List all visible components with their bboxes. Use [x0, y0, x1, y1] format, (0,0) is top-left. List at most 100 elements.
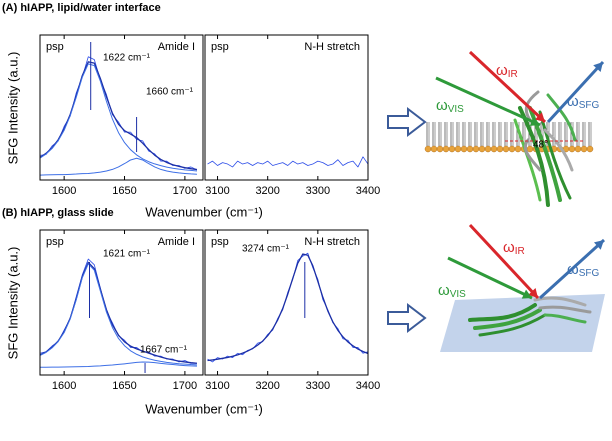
x-tick-label: 3300: [306, 380, 330, 392]
lipid-head: [442, 145, 450, 153]
x-tick-label: 3100: [205, 380, 229, 392]
lipid-head: [484, 145, 492, 153]
lipid-head: [478, 145, 486, 153]
x-axis-title: Wavenumber (cm⁻¹): [145, 401, 263, 416]
beam-arrowhead: [528, 288, 538, 298]
arrow: [387, 302, 427, 334]
beam: [468, 223, 540, 300]
lipid-head: [580, 145, 588, 153]
lipid-head: [514, 145, 522, 153]
x-tick-label: 3200: [255, 185, 279, 197]
beam-symbol: ω: [496, 62, 508, 79]
peak-label: 1660 cm⁻¹: [146, 87, 194, 98]
x-tick-label: 1650: [112, 380, 136, 392]
corner-label: psp: [211, 236, 229, 248]
beam-symbol: ω: [436, 97, 448, 114]
spectrum-line: [39, 263, 197, 366]
x-axis-title: Wavenumber (cm⁻¹): [145, 204, 263, 219]
arrow: [387, 106, 427, 138]
beam-label: ωIR: [496, 62, 518, 80]
corner-label: Amide I: [158, 41, 195, 53]
beam-subscript: SFG: [579, 268, 600, 279]
beam: [546, 60, 605, 124]
corner-label: psp: [46, 236, 64, 248]
beam-label: ωVIS: [438, 282, 466, 300]
spectrum-line: [207, 156, 369, 168]
x-tick-label: 3400: [356, 185, 380, 197]
beam-label: ωVIS: [436, 97, 464, 115]
angle-label: 48°: [533, 140, 548, 151]
plot-frame: [39, 34, 204, 181]
beam-subscript: IR: [508, 69, 518, 80]
beam-symbol: ω: [567, 261, 579, 278]
beam-arrowhead: [529, 116, 540, 126]
beam-symbol: ω: [567, 93, 579, 110]
peak-label: 3274 cm⁻¹: [242, 244, 290, 255]
lipid-head: [568, 145, 576, 153]
peak-label: 1622 cm⁻¹: [103, 53, 151, 64]
beam-subscript: VIS: [448, 104, 464, 115]
lipid-head: [472, 145, 480, 153]
x-tick-label: 3300: [306, 185, 330, 197]
lipid-head: [586, 145, 594, 153]
lipid-head: [496, 145, 504, 153]
panel-label: (A) hIAPP, lipid/water interface: [2, 2, 161, 14]
y-axis-title: SFG Intensity (a.u.): [5, 52, 20, 165]
x-tick-label: 1600: [52, 185, 76, 197]
spectrum-line: [39, 157, 197, 176]
corner-label: psp: [46, 41, 64, 53]
beam-arrowhead: [521, 289, 532, 299]
x-tick-label: 1600: [52, 380, 76, 392]
beam-subscript: SFG: [579, 100, 600, 111]
y-axis-title: SFG Intensity (a.u.): [5, 247, 20, 360]
beam-subscript: VIS: [450, 289, 466, 300]
corner-label: N-H stretch: [304, 41, 360, 53]
beam: [435, 76, 541, 127]
corner-label: N-H stretch: [304, 236, 360, 248]
lipid-head: [430, 145, 438, 153]
beam-label: ωSFG: [567, 261, 599, 279]
plot-frame: [39, 229, 204, 376]
spectrum-line: [39, 61, 198, 171]
beam: [468, 50, 547, 124]
corner-label: Amide I: [158, 236, 195, 248]
plot-frame: [204, 229, 369, 376]
peak-label: 1667 cm⁻¹: [140, 345, 188, 356]
x-tick-label: 1700: [173, 380, 197, 392]
spectrum-line: [40, 361, 197, 368]
corner-label: psp: [211, 41, 229, 53]
beam-symbol: ω: [503, 239, 515, 256]
lipid-head: [466, 145, 474, 153]
spectrum-line: [207, 253, 369, 362]
beam-arrowhead: [535, 112, 545, 122]
lipid-head: [436, 145, 444, 153]
beam-arrowhead: [593, 62, 603, 73]
lipid-head: [574, 145, 582, 153]
x-tick-label: 3400: [356, 380, 380, 392]
lipid-head: [508, 145, 516, 153]
lipid-head: [490, 145, 498, 153]
x-tick-label: 3100: [205, 185, 229, 197]
protein: [468, 296, 592, 337]
beam: [538, 238, 606, 300]
lipid-head: [424, 145, 432, 153]
lipid-head: [454, 145, 462, 153]
x-tick-label: 1650: [112, 185, 136, 197]
beam-label: ωIR: [503, 239, 525, 257]
lipid-head: [448, 145, 456, 153]
beam-arrowhead: [593, 240, 604, 250]
lipid-head: [502, 145, 510, 153]
x-tick-label: 3200: [255, 380, 279, 392]
beam: [447, 256, 533, 300]
panel-label: (B) hIAPP, glass slide: [2, 207, 114, 219]
peak-label: 1621 cm⁻¹: [103, 249, 151, 260]
beam-symbol: ω: [438, 282, 450, 299]
beam-subscript: IR: [515, 246, 525, 257]
lipid-head: [460, 145, 468, 153]
plot-frame: [204, 34, 369, 181]
spectrum-line: [39, 63, 198, 172]
x-tick-label: 1700: [173, 185, 197, 197]
